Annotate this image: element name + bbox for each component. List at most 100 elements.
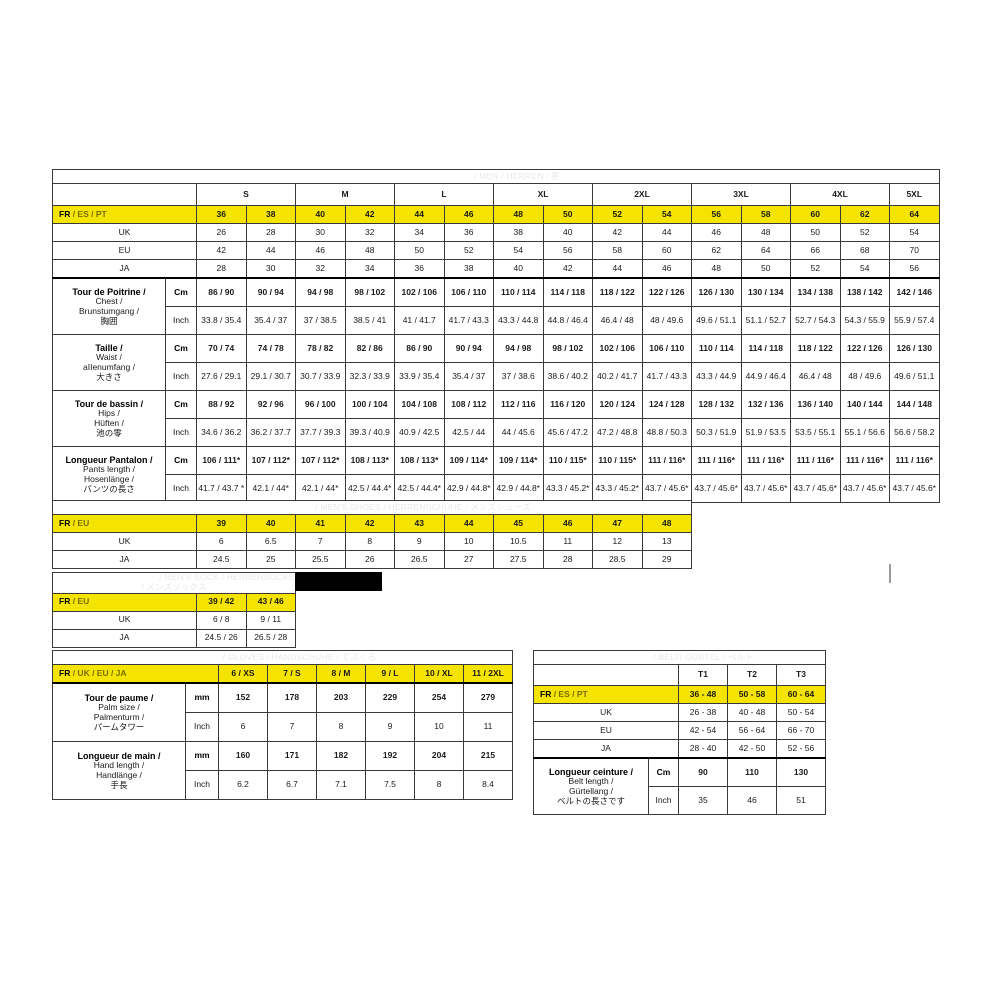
glove-value-inch: 7.5: [365, 770, 415, 800]
measure-value-inch: 43.7 / 45.6*: [889, 474, 940, 503]
measure-value-cm: 111 / 116*: [740, 446, 791, 475]
measure-value-inch: 29.1 / 30.7: [245, 362, 296, 391]
glove-value-mm: 171: [267, 741, 317, 771]
size-group-5XL: 5XL: [889, 183, 940, 206]
socks-band-header: CHAUSSETTES HOMME / MEN'S SOCK / HERRENS…: [52, 572, 296, 594]
conv-value: 46: [641, 259, 692, 279]
measure-value-cm: 90 / 94: [443, 334, 494, 363]
measure-value-inch: 43.7 / 45.6*: [691, 474, 742, 503]
spacer-cell: [533, 664, 679, 686]
measure-value-inch: 42.5 / 44: [443, 418, 494, 447]
measure-value-cm: 118 / 122: [592, 277, 643, 307]
size-group-2XL: 2XL: [592, 183, 692, 206]
shoe-fr-value: 48: [641, 514, 692, 533]
belt-tier-T1: T1: [678, 664, 728, 686]
shoe-fr-value: 47: [592, 514, 643, 533]
fr-size-value: 44: [394, 205, 445, 224]
measure-value-cm: 136 / 140: [790, 390, 841, 419]
sock-fr-value: 43 / 46: [245, 592, 296, 612]
shoe-fr-value: 45: [493, 514, 544, 533]
measure-value-cm: 140 / 144: [839, 390, 890, 419]
measure-value-inch: 48 / 49.6: [839, 362, 890, 391]
belt-conv-row: JA 28 - 40 42 - 50 52 - 56: [533, 739, 826, 759]
measure-value-cm: 70 / 74: [196, 334, 247, 363]
glove-fr-value: 8 / M: [316, 664, 366, 684]
measure-value-inch: 39.3 / 40.9: [344, 418, 395, 447]
shoes-band-row: CHAUSSURES HOMME / MEN'S SHOES / HERRENS…: [52, 500, 692, 515]
unit-inch: Inch: [648, 786, 679, 815]
measure-value-inch: 43.3 / 45.2*: [592, 474, 643, 503]
belt-section: CEINTURE / BELT/ GÜRTEL / ベルト T1 T2 T3 FR / …: [533, 650, 826, 815]
unit-mm: mm: [185, 682, 219, 713]
glove-fr-value: 9 / L: [365, 664, 415, 684]
glove-value-mm: 178: [267, 682, 317, 713]
measure-row-inch: Inch 33.8 / 35.4 35.4 / 37 37 / 38.5 38.5 / …: [53, 306, 940, 335]
measure-value-inch: 33.8 / 35.4: [196, 306, 247, 335]
size-group-3XL: 3XL: [691, 183, 791, 206]
measure-row-inch: Inch 27.6 / 29.1 29.1 / 30.7 30.7 / 33.9 32.…: [53, 362, 940, 391]
measure-value-cm: 109 / 114*: [443, 446, 494, 475]
measure-value-inch: 43.7 / 45.6*: [740, 474, 791, 503]
label-fr: FR: [59, 596, 71, 607]
shoe-fr-value: 39: [196, 514, 247, 533]
measure-value-inch: 30.7 / 33.9: [295, 362, 346, 391]
measure-value-cm: 98 / 102: [542, 334, 593, 363]
measure-name-line: 大きさ: [96, 371, 122, 382]
size-system-label: FR / ES / PT: [533, 685, 679, 704]
measure-value-cm: 100 / 104: [344, 390, 395, 419]
conv-value: 26: [196, 223, 247, 242]
measure-value-inch: 51.1 / 52.7: [740, 306, 791, 335]
shoe-fr-value: 43: [394, 514, 445, 533]
unit-cm: Cm: [648, 757, 679, 787]
measure-name-line: 胸囲: [100, 315, 118, 326]
measure-value-inch: 44 / 45.6: [493, 418, 544, 447]
sock-conv-value: 24.5 / 26: [196, 628, 247, 648]
label-rest: / ES / PT: [551, 688, 588, 699]
conv-value: 52: [839, 223, 890, 242]
men-section: HOMMES / MEN / HERREN / 男 S M L XL 2XL 3XL 4XL 5…: [52, 169, 940, 503]
unit-inch: Inch: [185, 712, 219, 742]
measure-name-line: Hosenlänge /: [83, 473, 135, 484]
conv-value: 44: [592, 259, 643, 279]
label-fr: FR: [59, 517, 71, 528]
measure-value-inch: 53.5 / 55.1: [790, 418, 841, 447]
sock-conv-value: 6 / 8: [196, 610, 247, 630]
shoe-conv-label-UK: UK: [52, 532, 197, 551]
belt-conv-value: 56 - 64: [727, 721, 777, 740]
glove-value-inch: 9: [365, 712, 415, 742]
measure-name-line: Longueur Pantalon /: [65, 454, 153, 465]
label-fr: FR: [59, 667, 71, 678]
measure-value-inch: 48 / 49.6: [641, 306, 692, 335]
band-subtitle: / MEN'S SOCK / HERRENSOCKE / メンズソックス: [141, 572, 295, 592]
belt-tier-T2: T2: [727, 664, 777, 686]
measure-value-inch: 40.2 / 41.7: [592, 362, 643, 391]
conv-label-EU: EU: [52, 241, 197, 260]
conv-value: 36: [443, 223, 494, 242]
measure-value-inch: 37.7 / 39.3: [295, 418, 346, 447]
glove-value-inch: 8: [414, 770, 464, 800]
shoe-fr-value: 46: [542, 514, 593, 533]
measure-value-inch: 44.9 / 46.4: [740, 362, 791, 391]
measure-value-cm: 138 / 142: [839, 277, 890, 307]
measure-value-cm: 106 / 111*: [196, 446, 247, 475]
measure-value-inch: 41.7 / 43.3: [641, 362, 692, 391]
measure-value-cm: 106 / 110: [641, 334, 692, 363]
conv-value: 42: [542, 259, 593, 279]
conv-value: 30: [245, 259, 296, 279]
conv-value: 44: [245, 241, 296, 260]
men-conv-row: EU 42 44 46 48 50 52 54 56 58 60 62 64 66 68 70: [52, 241, 940, 260]
measure-value-inch: 54.3 / 55.9: [839, 306, 890, 335]
belt-tier-T3: T3: [776, 664, 826, 686]
size-group-M: M: [295, 183, 395, 206]
glove-value-mm: 152: [218, 682, 268, 713]
label-fr: FR: [59, 208, 71, 219]
measure-value-cm: 114 / 118: [542, 277, 593, 307]
measure-value-cm: 107 / 112*: [245, 446, 296, 475]
fr-size-value: 40: [295, 205, 346, 224]
glove-value-inch: 6.7: [267, 770, 317, 800]
fr-size-value: 46: [443, 205, 494, 224]
measure-value-inch: 43.7 / 45.6*: [839, 474, 890, 503]
measure-name-line: Gürtellang /: [569, 785, 613, 796]
measure-value-inch: 27.6 / 29.1: [196, 362, 247, 391]
